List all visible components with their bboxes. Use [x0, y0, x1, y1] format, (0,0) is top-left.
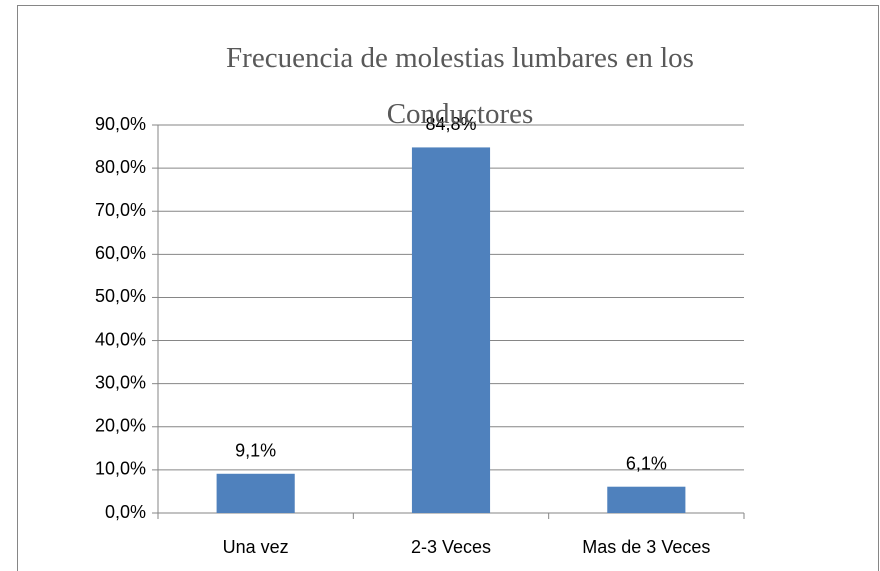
- chart-title: Frecuencia de molestias lumbares en los …: [226, 42, 694, 130]
- y-tick-label: 50,0%: [95, 286, 146, 306]
- chart-border: [17, 5, 879, 571]
- y-tick-label: 30,0%: [95, 372, 146, 392]
- y-tick-label: 40,0%: [95, 329, 146, 349]
- y-tick-label: 60,0%: [95, 243, 146, 263]
- y-tick-label: 70,0%: [95, 200, 146, 220]
- bar: [411, 147, 491, 513]
- x-tick-label: Mas de 3 Veces: [582, 537, 710, 557]
- data-label: 84,8%: [425, 114, 476, 134]
- y-tick-label: 90,0%: [95, 114, 146, 134]
- x-tick-label: Una vez: [223, 537, 289, 557]
- data-label: 6,1%: [626, 453, 667, 473]
- bar: [607, 486, 686, 513]
- y-tick-label: 20,0%: [95, 416, 146, 436]
- bar: [216, 473, 295, 513]
- y-tick-label: 10,0%: [95, 459, 146, 479]
- x-tick-label: 2-3 Veces: [411, 537, 491, 557]
- data-label: 9,1%: [235, 441, 276, 461]
- y-tick-label: 0,0%: [105, 502, 146, 522]
- y-tick-label: 80,0%: [95, 157, 146, 177]
